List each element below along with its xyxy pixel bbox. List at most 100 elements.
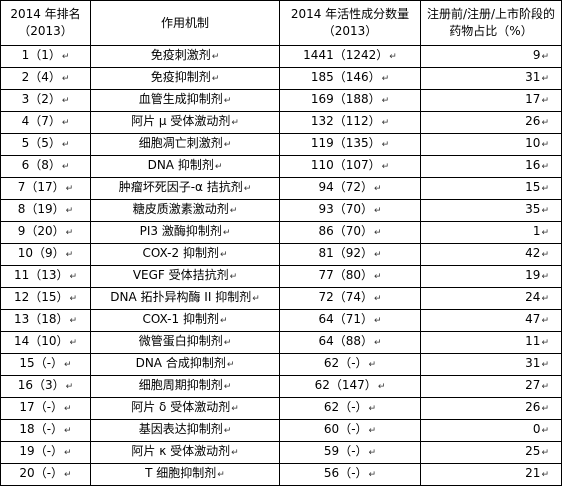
count-value: 62（-） xyxy=(323,356,368,370)
count-cell: 64（71）↵ xyxy=(279,309,421,332)
count-cell: 56（-）↵ xyxy=(279,463,421,486)
paragraph-mark-icon: ↵ xyxy=(223,140,232,150)
rank-value: 7（17） xyxy=(17,180,65,194)
header-pct: 注册前/注册/上市阶段的药物占比（%） xyxy=(420,0,562,46)
paragraph-mark-icon: ↵ xyxy=(541,382,549,392)
mechanism-cell: 血管生成抑制剂↵ xyxy=(90,89,280,112)
table-row: 12（15）↵ DNA 拓扑异构酶 II 抑制剂↵ 72（74）↵ 24↵ xyxy=(0,287,562,310)
count-cell: 169（188）↵ xyxy=(279,89,421,112)
paragraph-mark-icon: ↵ xyxy=(69,294,78,304)
mechanism-value: DNA 抑制剂 xyxy=(147,158,214,172)
pct-value: 24 xyxy=(525,290,541,304)
table-row: 1（1）↵ 免疫刺激剂↵ 1441（1242）↵ 9↵ xyxy=(0,45,562,68)
table-row: 6（8）↵ DNA 抑制剂↵ 110（107）↵ 16↵ xyxy=(0,155,562,178)
mechanism-value: VEGF 受体拮抗剂 xyxy=(132,268,229,282)
count-value: 60（-） xyxy=(323,422,368,436)
pct-value: 17 xyxy=(525,92,541,106)
pct-cell: 26↵ xyxy=(420,111,562,134)
rank-cell: 17（-）↵ xyxy=(0,397,91,420)
rank-value: 15（-） xyxy=(19,356,64,370)
paragraph-mark-icon: ↵ xyxy=(64,360,72,370)
rank-cell: 6（8）↵ xyxy=(0,155,91,178)
mechanism-cell: COX-1 抑制剂↵ xyxy=(90,309,280,332)
paragraph-mark-icon: ↵ xyxy=(64,470,72,480)
rank-cell: 16（3）↵ xyxy=(0,375,91,398)
paragraph-mark-icon: ↵ xyxy=(541,404,549,414)
pct-value: 42 xyxy=(525,246,541,260)
paragraph-mark-icon: ↵ xyxy=(223,338,232,348)
mechanism-cell: 糖皮质激素激动剂↵ xyxy=(90,199,280,222)
count-value: 185（146） xyxy=(310,70,381,84)
count-value: 110（107） xyxy=(310,158,381,172)
rank-cell: 12（15）↵ xyxy=(0,287,91,310)
rank-value: 18（-） xyxy=(19,422,64,436)
rank-value: 16（3） xyxy=(17,378,65,392)
rank-cell: 9（20）↵ xyxy=(0,221,91,244)
count-value: 93（70） xyxy=(318,202,373,216)
mechanism-cell: DNA 拓扑异构酶 II 抑制剂↵ xyxy=(90,287,280,310)
paragraph-mark-icon: ↵ xyxy=(389,52,397,62)
paragraph-mark-icon: ↵ xyxy=(374,316,382,326)
paragraph-mark-icon: ↵ xyxy=(223,426,232,436)
rank-value: 19（-） xyxy=(19,444,64,458)
count-value: 72（74） xyxy=(318,290,373,304)
rank-value: 6（8） xyxy=(21,158,61,172)
count-cell: 185（146）↵ xyxy=(279,67,421,90)
paragraph-mark-icon: ↵ xyxy=(368,470,377,480)
paragraph-mark-icon: ↵ xyxy=(541,250,549,260)
paragraph-mark-icon: ↵ xyxy=(541,96,549,106)
mechanism-cell: PI3 激酶抑制剂↵ xyxy=(90,221,280,244)
pct-value: 27 xyxy=(525,378,541,392)
mechanism-value: 免疫刺激剂 xyxy=(150,48,211,62)
rank-cell: 8（19）↵ xyxy=(0,199,91,222)
count-cell: 132（112）↵ xyxy=(279,111,421,134)
paragraph-mark-icon: ↵ xyxy=(377,382,386,392)
rank-value: 12（15） xyxy=(13,290,69,304)
mechanism-cell: 免疫抑制剂↵ xyxy=(90,67,280,90)
paragraph-mark-icon: ↵ xyxy=(368,448,377,458)
rank-cell: 10（9）↵ xyxy=(0,243,91,266)
paragraph-mark-icon: ↵ xyxy=(223,382,232,392)
paragraph-mark-icon: ↵ xyxy=(65,228,74,238)
paragraph-mark-icon: ↵ xyxy=(374,228,382,238)
table-row: 15（-）↵ DNA 合成抑制剂↵ 62（-）↵ 31↵ xyxy=(0,353,562,376)
paragraph-mark-icon: ↵ xyxy=(374,206,382,216)
paragraph-mark-icon: ↵ xyxy=(231,404,239,414)
mechanism-cell: DNA 合成抑制剂↵ xyxy=(90,353,280,376)
count-cell: 64（88）↵ xyxy=(279,331,421,354)
count-cell: 119（135）↵ xyxy=(279,133,421,156)
paragraph-mark-icon: ↵ xyxy=(381,96,390,106)
header-rank: 2014 年排名 （2013） xyxy=(0,0,91,46)
paragraph-mark-icon: ↵ xyxy=(211,52,220,62)
paragraph-mark-icon: ↵ xyxy=(61,140,70,150)
rank-value: 14（10） xyxy=(13,334,69,348)
pct-value: 11 xyxy=(525,334,541,348)
paragraph-mark-icon: ↵ xyxy=(64,404,72,414)
paragraph-mark-icon: ↵ xyxy=(226,360,235,370)
paragraph-mark-icon: ↵ xyxy=(61,74,70,84)
rank-value: 20（-） xyxy=(19,466,64,480)
pct-cell: 25↵ xyxy=(420,441,562,464)
pct-value: 26 xyxy=(525,400,541,414)
count-value: 169（188） xyxy=(310,92,381,106)
paragraph-mark-icon: ↵ xyxy=(219,250,228,260)
count-value: 1441（1242） xyxy=(303,48,389,62)
paragraph-mark-icon: ↵ xyxy=(541,316,549,326)
paragraph-mark-icon: ↵ xyxy=(61,96,70,106)
rank-value: 13（18） xyxy=(13,312,69,326)
mechanism-cell: VEGF 受体拮抗剂↵ xyxy=(90,265,280,288)
rank-cell: 11（13）↵ xyxy=(0,265,91,288)
paragraph-mark-icon: ↵ xyxy=(541,338,549,348)
pct-value: 1 xyxy=(532,224,541,238)
paragraph-mark-icon: ↵ xyxy=(243,184,252,194)
count-cell: 62（-）↵ xyxy=(279,397,421,420)
count-cell: 1441（1242）↵ xyxy=(279,45,421,68)
table-row: 16（3）↵ 细胞周期抑制剂↵ 62（147）↵ 27↵ xyxy=(0,375,562,398)
count-cell: 62（-）↵ xyxy=(279,353,421,376)
paragraph-mark-icon: ↵ xyxy=(61,162,70,172)
count-value: 86（70） xyxy=(318,224,373,238)
table-row: 17（-）↵ 阿片 δ 受体激动剂↵ 62（-）↵ 26↵ xyxy=(0,397,562,420)
header-mechanism: 作用机制 xyxy=(90,0,280,46)
rank-value: 11（13） xyxy=(13,268,69,282)
mechanism-value: T 细胞抑制剂 xyxy=(145,466,217,480)
